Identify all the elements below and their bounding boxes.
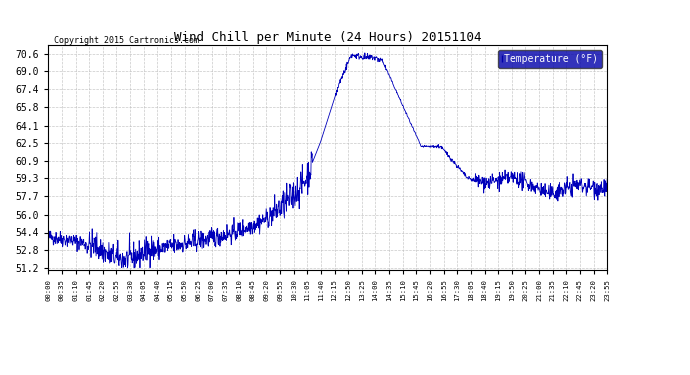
Legend: Temperature (°F): Temperature (°F) <box>497 50 602 68</box>
Title: Wind Chill per Minute (24 Hours) 20151104: Wind Chill per Minute (24 Hours) 2015110… <box>174 31 482 44</box>
Text: Copyright 2015 Cartronics.com: Copyright 2015 Cartronics.com <box>54 36 199 45</box>
